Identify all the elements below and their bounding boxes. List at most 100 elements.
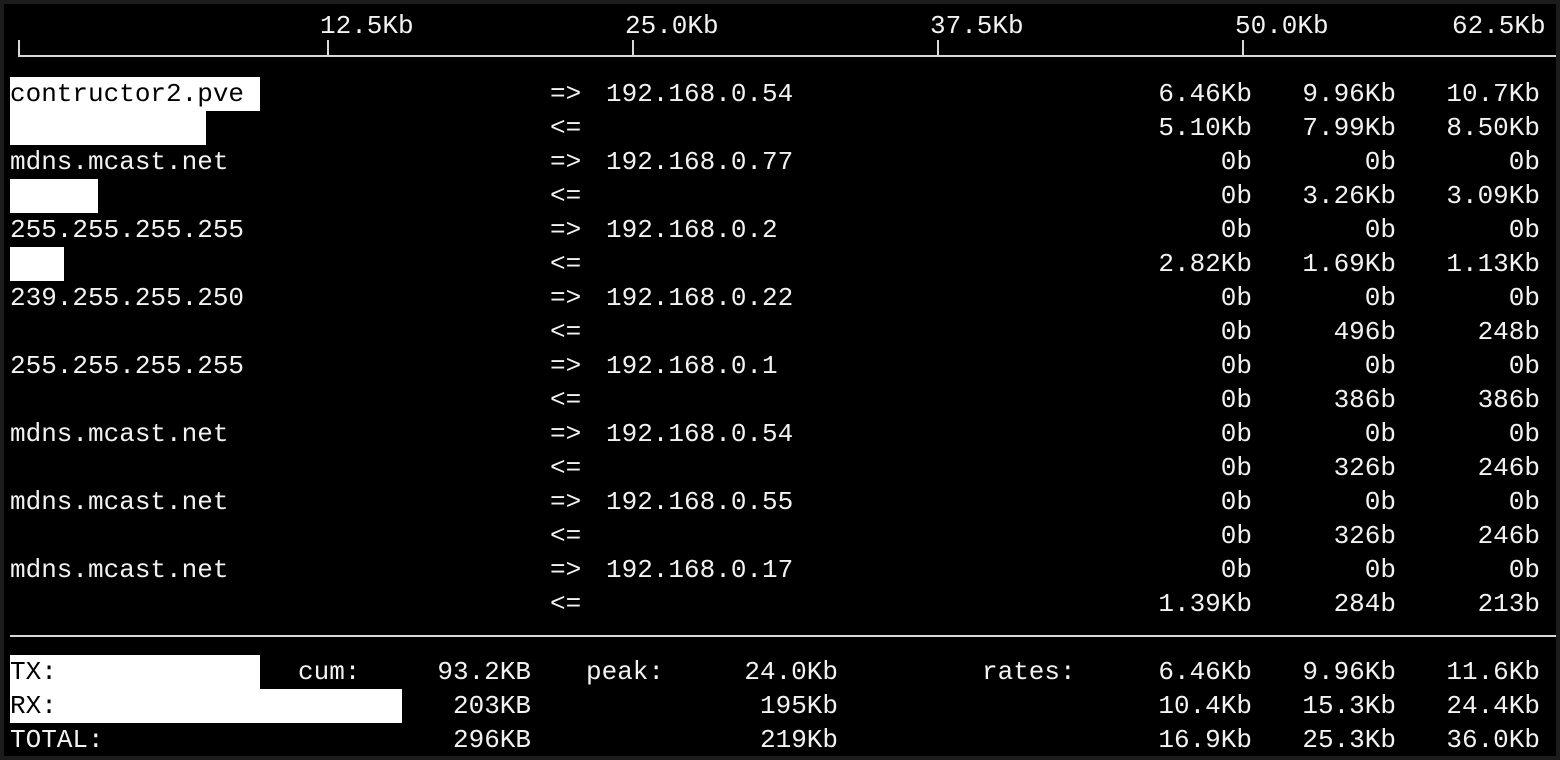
direction-arrow: => [550, 147, 582, 177]
scale-label: 12.5Kb [320, 11, 414, 41]
direction-arrow: => [550, 215, 582, 245]
rate-value: 3.09Kb [1446, 181, 1540, 211]
rate-value: 386b [1333, 385, 1396, 415]
rate-value: 1.69Kb [1302, 249, 1396, 279]
rate-value: 0b [1220, 521, 1252, 551]
rate-value: 0b [1364, 487, 1396, 517]
rate-value: 0b [1364, 419, 1396, 449]
footer-label: TX: [10, 657, 57, 687]
rate-value: 246b [1477, 453, 1540, 483]
scale-tick [1242, 40, 1244, 57]
rate-value: 326b [1333, 521, 1396, 551]
scale-label: 50.0Kb [1235, 11, 1329, 41]
rate-value: 0b [1364, 283, 1396, 313]
peak-label: peak: [586, 657, 665, 687]
footer-label: RX: [10, 691, 57, 721]
host-name: 255.255.255.255 [10, 351, 245, 381]
rate-value: 8.50Kb [1446, 113, 1540, 143]
rate-value: 5.10Kb [1158, 113, 1252, 143]
rate-value: 0b [1364, 555, 1396, 585]
rate-value: 0b [1364, 147, 1396, 177]
scale-tick [327, 40, 329, 57]
rate-value: 213b [1477, 589, 1540, 619]
peer-address: 192.168.0.2 [606, 215, 778, 245]
rate-value: 0b [1220, 419, 1252, 449]
peer-address: 192.168.0.55 [606, 487, 794, 517]
rate-value: 9.96Kb [1302, 79, 1396, 109]
direction-arrow: => [550, 283, 582, 313]
rate-value: 0b [1220, 555, 1252, 585]
cum-value: 296KB [452, 725, 531, 755]
peak-value: 219Kb [759, 725, 838, 755]
rate-value: 3.26Kb [1302, 181, 1396, 211]
peak-value: 195Kb [759, 691, 838, 721]
direction-arrow: <= [550, 317, 582, 347]
rate-value: 0b [1508, 351, 1540, 381]
traffic-bar [10, 111, 206, 145]
host-name: 255.255.255.255 [10, 215, 245, 245]
scale-label: 37.5Kb [930, 11, 1024, 41]
rate-value: 6.46Kb [1158, 79, 1252, 109]
rate-value: 0b [1508, 215, 1540, 245]
cum-value: 203KB [452, 691, 531, 721]
host-name: mdns.mcast.net [10, 147, 229, 177]
rate-value: 0b [1508, 487, 1540, 517]
rate-value: 0b [1220, 181, 1252, 211]
rate-value: 0b [1364, 351, 1396, 381]
host-name: 239.255.255.250 [10, 283, 245, 313]
host-name: mdns.mcast.net [10, 555, 229, 585]
peer-address: 192.168.0.54 [606, 419, 794, 449]
scale-axis [18, 55, 1556, 57]
rate-value: 284b [1333, 589, 1396, 619]
peer-address: 192.168.0.17 [606, 555, 794, 585]
rate-value: 0b [1220, 487, 1252, 517]
traffic-bar [10, 247, 64, 281]
cum-value: 93.2KB [437, 657, 531, 687]
direction-arrow: => [550, 419, 582, 449]
rate-value: 2.82Kb [1158, 249, 1252, 279]
rate-value: 1.39Kb [1158, 589, 1252, 619]
rate-value: 6.46Kb [1158, 657, 1252, 687]
rate-value: 36.0Kb [1446, 725, 1540, 755]
peer-address: 192.168.0.77 [606, 147, 794, 177]
scale-tick [937, 40, 939, 57]
rate-value: 7.99Kb [1302, 113, 1396, 143]
direction-arrow: <= [550, 181, 582, 211]
total-bar [10, 655, 260, 689]
direction-arrow: => [550, 487, 582, 517]
rate-value: 1.13Kb [1446, 249, 1540, 279]
rate-value: 496b [1333, 317, 1396, 347]
rate-value: 10.7Kb [1446, 79, 1540, 109]
rate-value: 0b [1220, 215, 1252, 245]
direction-arrow: <= [550, 385, 582, 415]
rate-value: 386b [1477, 385, 1540, 415]
rate-value: 9.96Kb [1302, 657, 1396, 687]
direction-arrow: <= [550, 113, 582, 143]
direction-arrow: => [550, 79, 582, 109]
rate-value: 248b [1477, 317, 1540, 347]
rate-value: 10.4Kb [1158, 691, 1252, 721]
footer-label: TOTAL: [10, 725, 104, 755]
direction-arrow: <= [550, 589, 582, 619]
direction-arrow: => [550, 351, 582, 381]
direction-arrow: <= [550, 249, 582, 279]
rate-value: 0b [1508, 283, 1540, 313]
rates-label: rates: [982, 657, 1076, 687]
direction-arrow: <= [550, 521, 582, 551]
rate-value: 0b [1220, 283, 1252, 313]
rate-value: 0b [1220, 453, 1252, 483]
rate-value: 0b [1220, 147, 1252, 177]
rate-value: 11.6Kb [1446, 657, 1540, 687]
rate-value: 0b [1364, 215, 1396, 245]
peer-address: 192.168.0.22 [606, 283, 794, 313]
total-bar [10, 689, 402, 723]
rate-value: 326b [1333, 453, 1396, 483]
rate-value: 0b [1508, 147, 1540, 177]
direction-arrow: <= [550, 453, 582, 483]
peer-address: 192.168.0.1 [606, 351, 778, 381]
scale-tick [18, 40, 20, 57]
rate-value: 0b [1220, 351, 1252, 381]
rate-value: 0b [1508, 419, 1540, 449]
rate-value: 0b [1508, 555, 1540, 585]
rate-value: 0b [1220, 317, 1252, 347]
